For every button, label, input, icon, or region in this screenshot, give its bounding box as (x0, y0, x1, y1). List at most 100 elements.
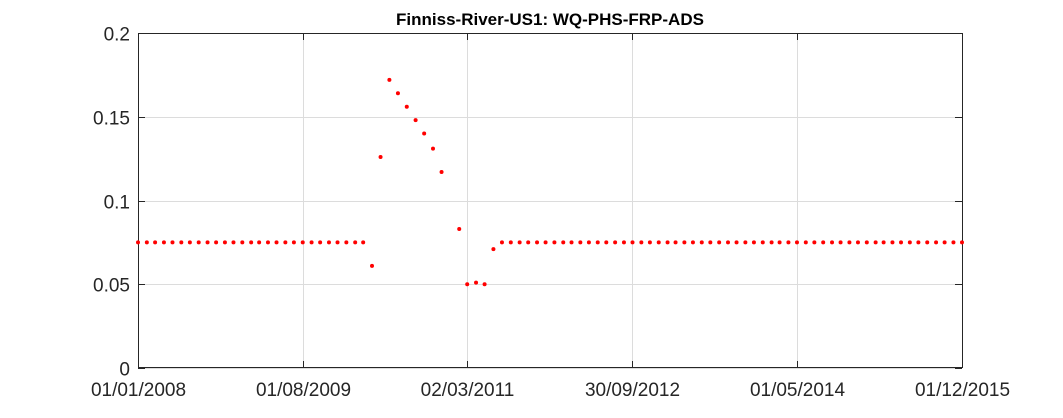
data-point (665, 240, 670, 245)
data-point (864, 240, 869, 245)
x-tick-label: 01/05/2014 (750, 380, 846, 401)
data-point (726, 240, 730, 245)
data-point (569, 240, 574, 245)
data-point (361, 240, 366, 245)
data-point (743, 240, 748, 245)
data-point (951, 240, 956, 245)
data-point (535, 240, 540, 245)
data-point (309, 240, 314, 245)
data-point (457, 226, 462, 231)
data-point (794, 240, 799, 245)
data-point (690, 240, 695, 245)
data-point (803, 240, 808, 245)
data-point (265, 240, 270, 245)
data-point (586, 240, 591, 245)
data-point (179, 240, 184, 245)
data-point (187, 240, 192, 245)
data-point (431, 146, 435, 151)
data-point (404, 104, 409, 109)
data-point (422, 131, 427, 136)
data-point (621, 240, 626, 245)
data-point (222, 240, 227, 245)
data-point (613, 240, 618, 245)
data-point (812, 240, 817, 245)
data-point (916, 240, 921, 245)
data-point (465, 282, 470, 287)
data-point (717, 240, 722, 245)
data-point (205, 240, 210, 245)
data-point (300, 240, 305, 245)
data-point (231, 240, 236, 245)
y-tick-label: 0 (119, 360, 130, 381)
data-point (439, 170, 444, 175)
data-point (604, 240, 609, 245)
data-point (153, 240, 158, 245)
data-point (196, 240, 201, 245)
data-point (144, 240, 149, 245)
data-point (214, 240, 219, 245)
x-tick-label: 02/03/2011 (421, 380, 515, 401)
data-point (344, 240, 349, 245)
data-point (830, 240, 835, 245)
data-point (378, 154, 383, 159)
data-point (821, 240, 826, 245)
data-point (291, 240, 296, 245)
data-point (283, 240, 288, 245)
data-point (318, 240, 323, 245)
plot-area-frame (138, 33, 963, 368)
data-point (387, 77, 392, 82)
x-tick-label: 01/01/2008 (91, 380, 186, 401)
data-point (474, 280, 479, 285)
data-point (708, 240, 713, 245)
data-point (353, 240, 358, 245)
data-point (899, 240, 904, 245)
data-point (630, 240, 635, 245)
data-point (925, 240, 930, 245)
data-point (760, 240, 765, 245)
data-point (639, 240, 644, 245)
x-tick-label: 30/09/2012 (585, 380, 680, 401)
data-points (136, 77, 964, 287)
data-point (249, 240, 254, 245)
data-point (873, 240, 878, 245)
data-point (274, 240, 279, 245)
data-point (482, 282, 487, 287)
data-point (526, 240, 531, 245)
data-point (578, 240, 583, 245)
plot-area-background (138, 33, 963, 368)
y-tick-label: 0.2 (104, 25, 130, 46)
data-point (508, 240, 513, 245)
x-tick-label: 01/08/2009 (256, 380, 351, 401)
y-tick-label: 0.15 (93, 109, 130, 130)
data-point (647, 240, 652, 245)
data-point (257, 240, 262, 245)
data-point (751, 240, 756, 245)
data-point (673, 240, 678, 245)
data-point (395, 91, 400, 96)
data-point (734, 240, 739, 245)
data-point (777, 240, 782, 245)
data-point (960, 240, 964, 245)
data-point (240, 240, 245, 245)
y-tick-label: 0.1 (104, 193, 130, 214)
data-point (838, 240, 843, 245)
data-point (881, 240, 886, 245)
data-point (326, 240, 331, 245)
data-point (890, 240, 895, 245)
data-point (699, 240, 704, 245)
data-point (335, 240, 340, 245)
data-point (847, 240, 852, 245)
tick-labels: 0 0.05 0.1 0.15 0.2 01/01/2008 01/08/2009 02/03… (91, 25, 1010, 402)
data-point (561, 240, 566, 245)
data-point (682, 240, 687, 245)
data-point (136, 240, 140, 245)
data-point (491, 247, 496, 252)
data-point (769, 240, 774, 245)
data-point (595, 240, 600, 245)
data-point (543, 240, 548, 245)
data-point (907, 240, 912, 245)
data-point (942, 240, 947, 245)
y-tick-label: 0.05 (93, 276, 130, 297)
